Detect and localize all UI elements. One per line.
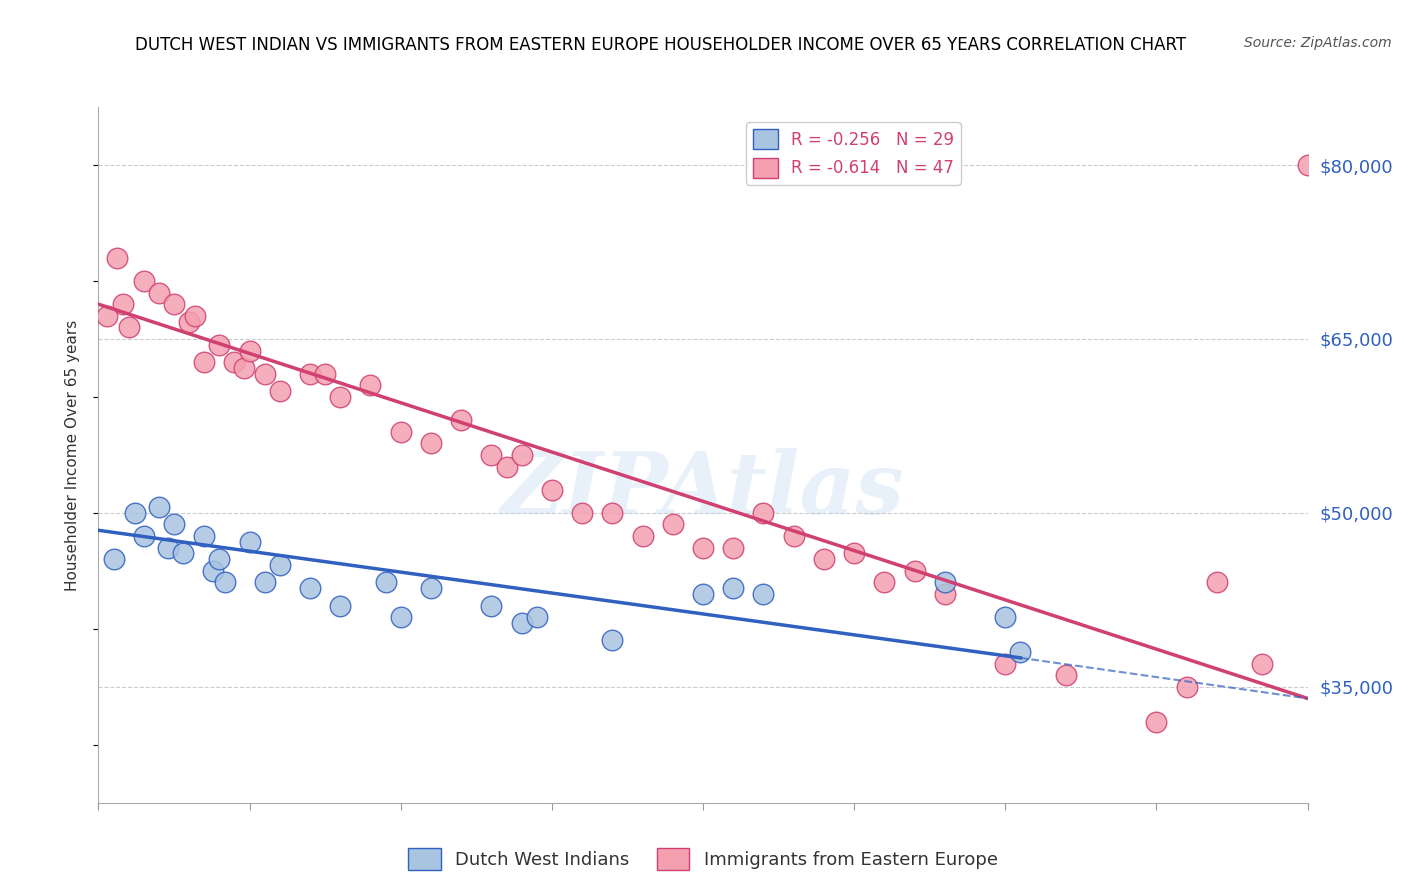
Point <box>1296 158 1319 172</box>
Point <box>269 384 291 399</box>
Point <box>934 575 956 590</box>
Point <box>148 285 170 300</box>
Point <box>723 541 745 555</box>
Point <box>495 459 517 474</box>
Point <box>253 367 276 381</box>
Point <box>208 338 231 352</box>
Point <box>163 517 186 532</box>
Point <box>163 297 186 311</box>
Point <box>526 610 548 624</box>
Point <box>934 587 956 601</box>
Point <box>239 534 262 549</box>
Text: Source: ZipAtlas.com: Source: ZipAtlas.com <box>1244 36 1392 50</box>
Point <box>118 320 141 334</box>
Point <box>752 506 775 520</box>
Point <box>783 529 806 543</box>
Point <box>124 506 146 520</box>
Legend: Dutch West Indians, Immigrants from Eastern Europe: Dutch West Indians, Immigrants from East… <box>401 841 1005 877</box>
Point <box>329 599 352 613</box>
Point <box>662 517 685 532</box>
Point <box>813 552 835 566</box>
Point <box>1251 657 1274 671</box>
Point <box>1146 714 1168 729</box>
Point <box>420 582 443 596</box>
Point <box>571 506 593 520</box>
Point <box>193 529 215 543</box>
Point <box>111 297 134 311</box>
Point <box>904 564 927 578</box>
Point <box>873 575 896 590</box>
Y-axis label: Householder Income Over 65 years: Householder Income Over 65 years <box>65 319 80 591</box>
Point <box>193 355 215 369</box>
Point <box>844 546 866 561</box>
Point <box>1206 575 1229 590</box>
Point <box>329 390 352 404</box>
Point <box>172 546 194 561</box>
Point <box>994 610 1017 624</box>
Point <box>299 367 322 381</box>
Text: ZIPAtlas: ZIPAtlas <box>501 448 905 532</box>
Point <box>481 448 503 462</box>
Point <box>602 633 624 648</box>
Point <box>360 378 382 392</box>
Point <box>420 436 443 450</box>
Point <box>631 529 654 543</box>
Point <box>510 615 533 630</box>
Point <box>692 541 714 555</box>
Point <box>253 575 276 590</box>
Point <box>723 582 745 596</box>
Point <box>269 558 291 573</box>
Point <box>202 564 225 578</box>
Point <box>179 315 201 329</box>
Point <box>232 361 254 376</box>
Point <box>132 274 155 288</box>
Point <box>314 367 336 381</box>
Point <box>389 610 412 624</box>
Point <box>1054 668 1077 682</box>
Point <box>389 425 412 439</box>
Point <box>299 582 322 596</box>
Point <box>374 575 396 590</box>
Point <box>1010 645 1032 659</box>
Point <box>450 413 472 427</box>
Point <box>692 587 714 601</box>
Point <box>184 309 207 323</box>
Point <box>148 500 170 514</box>
Point <box>994 657 1017 671</box>
Point <box>481 599 503 613</box>
Text: DUTCH WEST INDIAN VS IMMIGRANTS FROM EASTERN EUROPE HOUSEHOLDER INCOME OVER 65 Y: DUTCH WEST INDIAN VS IMMIGRANTS FROM EAS… <box>135 36 1187 54</box>
Point <box>208 552 231 566</box>
Point <box>239 343 262 358</box>
Point <box>1175 680 1198 694</box>
Point <box>105 251 128 265</box>
Point <box>224 355 246 369</box>
Point <box>132 529 155 543</box>
Point <box>752 587 775 601</box>
Point <box>510 448 533 462</box>
Point <box>602 506 624 520</box>
Point <box>156 541 179 555</box>
Point <box>541 483 564 497</box>
Point <box>96 309 118 323</box>
Point <box>214 575 236 590</box>
Point <box>103 552 125 566</box>
